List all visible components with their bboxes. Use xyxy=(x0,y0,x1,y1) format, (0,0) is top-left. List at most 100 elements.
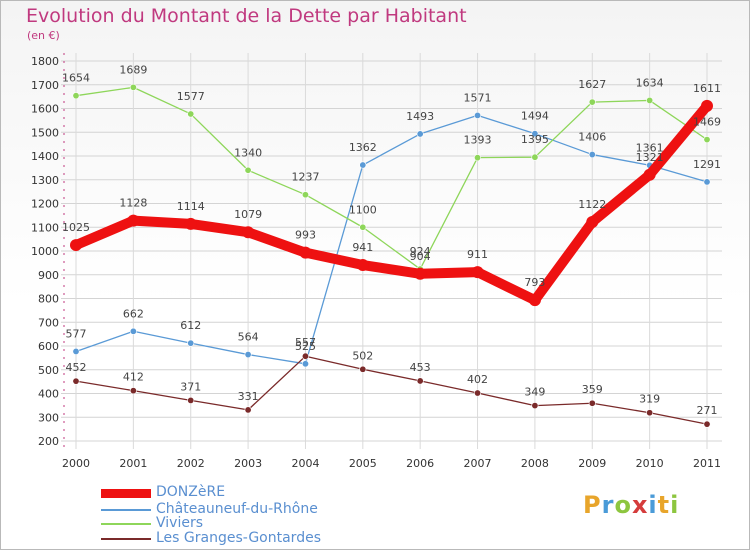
data-label: 271 xyxy=(697,404,718,417)
y-tick-label: 1300 xyxy=(31,174,59,187)
x-tick-label: 2003 xyxy=(234,457,262,470)
data-label: 1654 xyxy=(62,72,90,85)
y-tick-label: 700 xyxy=(38,316,59,329)
y-tick-label: 1400 xyxy=(31,150,59,163)
data-label: 1571 xyxy=(464,91,492,104)
x-tick-label: 2011 xyxy=(693,457,721,470)
data-point xyxy=(646,96,654,104)
data-point xyxy=(588,151,596,159)
y-tick-label: 1000 xyxy=(31,245,59,258)
data-label: 1291 xyxy=(693,158,721,171)
y-tick-label: 200 xyxy=(38,435,59,448)
data-point xyxy=(72,377,80,385)
data-point xyxy=(356,259,369,272)
data-point xyxy=(703,420,711,428)
data-label: 1128 xyxy=(119,197,147,210)
data-point xyxy=(244,166,252,174)
chart-title: Evolution du Montant de la Dette par Hab… xyxy=(26,5,467,27)
data-label: 1025 xyxy=(62,221,90,234)
series-2 xyxy=(72,83,711,273)
data-point xyxy=(301,191,309,199)
y-tick-label: 1500 xyxy=(31,126,59,139)
data-label: 1611 xyxy=(693,82,721,95)
y-tick-label: 1200 xyxy=(31,198,59,211)
data-point xyxy=(414,267,427,280)
data-label: 662 xyxy=(123,307,144,320)
y-tick-label: 1100 xyxy=(31,221,59,234)
data-point xyxy=(528,294,541,307)
data-point xyxy=(359,365,367,373)
chart-series xyxy=(70,83,713,428)
x-tick-label: 2004 xyxy=(291,457,319,470)
logo-letter: r xyxy=(601,491,615,519)
data-label: 924 xyxy=(410,245,431,258)
y-tick-label: 1600 xyxy=(31,103,59,116)
y-tick-label: 600 xyxy=(38,340,59,353)
data-label: 1689 xyxy=(119,63,147,76)
y-tick-label: 400 xyxy=(38,388,59,401)
legend-swatch xyxy=(101,488,151,498)
data-label: 1627 xyxy=(578,78,606,91)
logo-letter: i xyxy=(648,491,658,519)
data-label: 412 xyxy=(123,371,144,384)
y-tick-label: 900 xyxy=(38,269,59,282)
series-1 xyxy=(72,111,711,368)
data-point xyxy=(588,98,596,106)
data-label: 612 xyxy=(180,319,201,332)
series-line xyxy=(75,114,708,365)
logo-letter: o xyxy=(614,491,632,519)
data-label: 1237 xyxy=(291,171,319,184)
data-label: 1361 xyxy=(636,141,664,154)
data-point xyxy=(244,406,252,414)
y-tick-label: 1700 xyxy=(31,79,59,92)
data-point xyxy=(359,223,367,231)
data-label: 525 xyxy=(295,340,316,353)
legend-label: Les Granges-Gontardes xyxy=(156,530,321,546)
data-label: 1493 xyxy=(406,110,434,123)
y-tick-label: 500 xyxy=(38,364,59,377)
x-tick-label: 2007 xyxy=(464,457,492,470)
data-point xyxy=(531,130,539,138)
chart-grid xyxy=(61,53,722,449)
legend-label: Viviers xyxy=(156,515,203,531)
data-point xyxy=(187,339,195,347)
x-tick-label: 2010 xyxy=(636,457,664,470)
series-line xyxy=(75,86,708,270)
legend-swatch xyxy=(101,509,151,511)
y-tick-label: 300 xyxy=(38,411,59,424)
data-point xyxy=(301,360,309,368)
data-label: 1100 xyxy=(349,203,377,216)
legend-label: Châteauneuf-du-Rhône xyxy=(156,501,318,517)
data-label: 1469 xyxy=(693,116,721,129)
data-label: 557 xyxy=(295,336,316,349)
series-0 xyxy=(70,99,713,307)
data-point xyxy=(244,351,252,359)
data-point xyxy=(531,402,539,410)
data-label: 453 xyxy=(410,361,431,374)
data-point xyxy=(471,266,484,279)
data-label: 1634 xyxy=(636,76,664,89)
data-label: 1494 xyxy=(521,110,549,123)
logo-letter: i xyxy=(670,491,680,519)
chart-unit: (en €) xyxy=(27,29,60,42)
proxiti-logo: Proxiti xyxy=(583,491,679,519)
data-point xyxy=(129,387,137,395)
data-label: 577 xyxy=(66,327,87,340)
data-point xyxy=(299,246,312,259)
data-label: 1393 xyxy=(464,134,492,147)
data-label: 793 xyxy=(524,276,545,289)
data-point xyxy=(531,153,539,161)
data-point xyxy=(701,99,713,112)
data-label: 1114 xyxy=(177,200,205,213)
logo-letter: x xyxy=(631,491,649,519)
data-point xyxy=(129,327,137,335)
x-tick-label: 2006 xyxy=(406,457,434,470)
data-label: 1362 xyxy=(349,141,377,154)
data-label: 1122 xyxy=(578,198,606,211)
series-3 xyxy=(72,352,711,428)
data-label: 564 xyxy=(238,331,259,344)
x-tick-label: 2009 xyxy=(578,457,606,470)
